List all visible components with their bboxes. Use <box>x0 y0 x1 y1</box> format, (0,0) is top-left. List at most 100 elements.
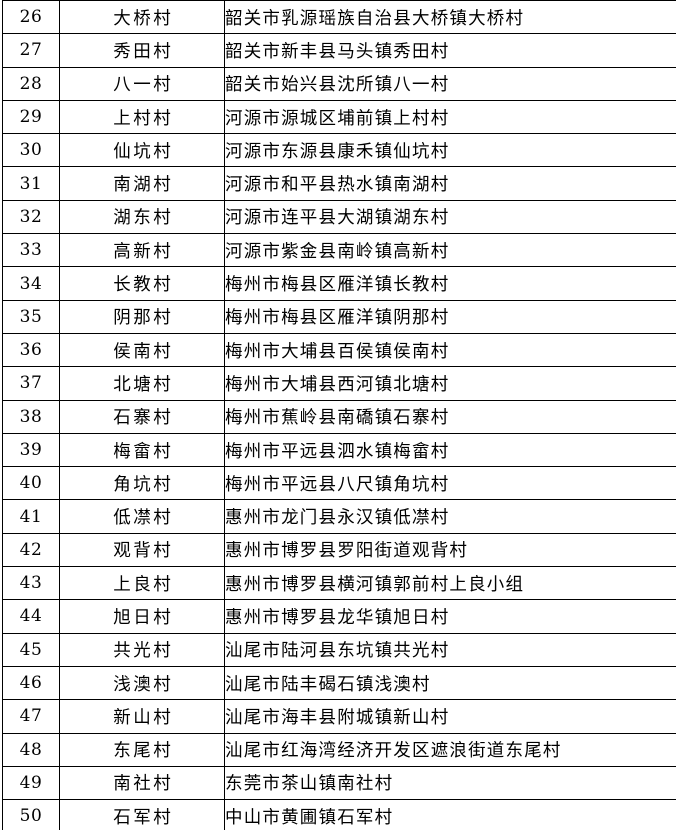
cell-village-address: 河源市连平县大湖镇湖东村 <box>224 199 676 235</box>
table-row: 47 新山村 汕尾市海丰县附城镇新山村 <box>2 699 676 734</box>
cell-village-name: 仙坑村 <box>59 133 225 168</box>
cell-village-name: 上良村 <box>59 566 225 601</box>
cell-index: 29 <box>2 99 60 135</box>
cell-village-address: 惠州市博罗县罗阳街道观背村 <box>224 532 676 568</box>
table-row: 32 湖东村 河源市连平县大湖镇湖东村 <box>2 199 676 235</box>
cell-village-address: 梅州市大埔县西河镇北塘村 <box>224 366 676 401</box>
cell-index: 45 <box>2 632 60 667</box>
cell-village-name: 南社村 <box>59 765 225 801</box>
cell-village-name: 角坑村 <box>59 466 225 501</box>
cell-village-address: 梅州市平远县泗水镇梅畲村 <box>224 432 676 468</box>
cell-village-name: 观背村 <box>59 532 225 568</box>
cell-village-address: 韶关市新丰县马头镇秀田村 <box>224 33 676 68</box>
cell-village-address: 汕尾市红海湾经济开发区遮浪街道东尾村 <box>224 732 676 767</box>
cell-village-address: 梅州市大埔县百侯镇侯南村 <box>224 332 676 368</box>
cell-village-name: 梅畲村 <box>59 432 225 468</box>
cell-index: 44 <box>2 599 60 634</box>
cell-village-name: 侯南村 <box>59 332 225 368</box>
table-row: 46 浅澳村 汕尾市陆丰碣石镇浅澳村 <box>2 665 676 701</box>
cell-index: 48 <box>2 732 60 767</box>
cell-village-name: 南湖村 <box>59 166 225 201</box>
cell-village-address: 梅州市蕉岭县南礄镇石寨村 <box>224 399 676 434</box>
table-row: 30 仙坑村 河源市东源县康禾镇仙坑村 <box>2 133 676 168</box>
cell-index: 28 <box>2 66 60 101</box>
cell-village-name: 上村村 <box>59 99 225 135</box>
cell-village-name: 八一村 <box>59 66 225 101</box>
cell-village-name: 低凚村 <box>59 499 225 534</box>
cell-index: 33 <box>2 233 60 268</box>
cell-index: 38 <box>2 399 60 434</box>
table-row: 50 石军村 中山市黄圃镇石军村 <box>2 799 676 830</box>
table-row: 35 阴那村 梅州市梅县区雁洋镇阴那村 <box>2 299 676 334</box>
cell-index: 30 <box>2 133 60 168</box>
cell-index: 42 <box>2 532 60 568</box>
table-row: 45 共光村 汕尾市陆河县东坑镇共光村 <box>2 632 676 667</box>
cell-index: 49 <box>2 765 60 801</box>
cell-index: 39 <box>2 432 60 468</box>
cell-village-name: 东尾村 <box>59 732 225 767</box>
table-row: 26 大桥村 韶关市乳源瑶族自治县大桥镇大桥村 <box>2 0 676 35</box>
cell-village-address: 中山市黄圃镇石军村 <box>224 799 676 830</box>
cell-village-address: 惠州市博罗县龙华镇旭日村 <box>224 599 676 634</box>
table-row: 44 旭日村 惠州市博罗县龙华镇旭日村 <box>2 599 676 634</box>
table-row: 48 东尾村 汕尾市红海湾经济开发区遮浪街道东尾村 <box>2 732 676 767</box>
table-row: 39 梅畲村 梅州市平远县泗水镇梅畲村 <box>2 432 676 468</box>
table-row: 49 南社村 东莞市茶山镇南社村 <box>2 765 676 801</box>
cell-village-name: 北塘村 <box>59 366 225 401</box>
cell-village-address: 东莞市茶山镇南社村 <box>224 765 676 801</box>
cell-village-name: 长教村 <box>59 266 225 301</box>
table-row: 31 南湖村 河源市和平县热水镇南湖村 <box>2 166 676 201</box>
table-row: 43 上良村 惠州市博罗县横河镇郭前村上良小组 <box>2 566 676 601</box>
cell-index: 41 <box>2 499 60 534</box>
cell-index: 26 <box>2 0 60 35</box>
cell-village-name: 浅澳村 <box>59 665 225 701</box>
table-row: 33 高新村 河源市紫金县南岭镇高新村 <box>2 233 676 268</box>
cell-village-address: 河源市源城区埔前镇上村村 <box>224 99 676 135</box>
cell-village-address: 韶关市乳源瑶族自治县大桥镇大桥村 <box>224 0 676 35</box>
cell-village-name: 新山村 <box>59 699 225 734</box>
cell-index: 46 <box>2 665 60 701</box>
cell-index: 43 <box>2 566 60 601</box>
cell-village-name: 高新村 <box>59 233 225 268</box>
cell-village-address: 惠州市博罗县横河镇郭前村上良小组 <box>224 566 676 601</box>
table-row: 36 侯南村 梅州市大埔县百侯镇侯南村 <box>2 332 676 368</box>
cell-index: 37 <box>2 366 60 401</box>
cell-village-name: 石军村 <box>59 799 225 830</box>
cell-village-address: 河源市和平县热水镇南湖村 <box>224 166 676 201</box>
cell-index: 31 <box>2 166 60 201</box>
cell-village-address: 惠州市龙门县永汉镇低凚村 <box>224 499 676 534</box>
cell-village-address: 汕尾市陆丰碣石镇浅澳村 <box>224 665 676 701</box>
cell-village-name: 大桥村 <box>59 0 225 35</box>
cell-village-address: 河源市紫金县南岭镇高新村 <box>224 233 676 268</box>
table-row: 40 角坑村 梅州市平远县八尺镇角坑村 <box>2 466 676 501</box>
table-row: 34 长教村 梅州市梅县区雁洋镇长教村 <box>2 266 676 301</box>
cell-village-address: 梅州市平远县八尺镇角坑村 <box>224 466 676 501</box>
table-row: 27 秀田村 韶关市新丰县马头镇秀田村 <box>2 33 676 68</box>
cell-index: 32 <box>2 199 60 235</box>
cell-index: 40 <box>2 466 60 501</box>
cell-index: 36 <box>2 332 60 368</box>
cell-village-address: 梅州市梅县区雁洋镇长教村 <box>224 266 676 301</box>
table-row: 37 北塘村 梅州市大埔县西河镇北塘村 <box>2 366 676 401</box>
cell-village-name: 秀田村 <box>59 33 225 68</box>
table-row: 29 上村村 河源市源城区埔前镇上村村 <box>2 99 676 135</box>
cell-village-address: 河源市东源县康禾镇仙坑村 <box>224 133 676 168</box>
cell-village-name: 旭日村 <box>59 599 225 634</box>
table-row: 28 八一村 韶关市始兴县沈所镇八一村 <box>2 66 676 101</box>
cell-village-address: 韶关市始兴县沈所镇八一村 <box>224 66 676 101</box>
cell-index: 35 <box>2 299 60 334</box>
cell-village-address: 汕尾市陆河县东坑镇共光村 <box>224 632 676 667</box>
cell-village-name: 湖东村 <box>59 199 225 235</box>
cell-village-name: 阴那村 <box>59 299 225 334</box>
cell-village-address: 梅州市梅县区雁洋镇阴那村 <box>224 299 676 334</box>
cell-village-name: 石寨村 <box>59 399 225 434</box>
cell-index: 50 <box>2 799 60 830</box>
cell-index: 47 <box>2 699 60 734</box>
cell-village-address: 汕尾市海丰县附城镇新山村 <box>224 699 676 734</box>
table-row: 38 石寨村 梅州市蕉岭县南礄镇石寨村 <box>2 399 676 434</box>
table-row: 42 观背村 惠州市博罗县罗阳街道观背村 <box>2 532 676 568</box>
cell-index: 27 <box>2 33 60 68</box>
